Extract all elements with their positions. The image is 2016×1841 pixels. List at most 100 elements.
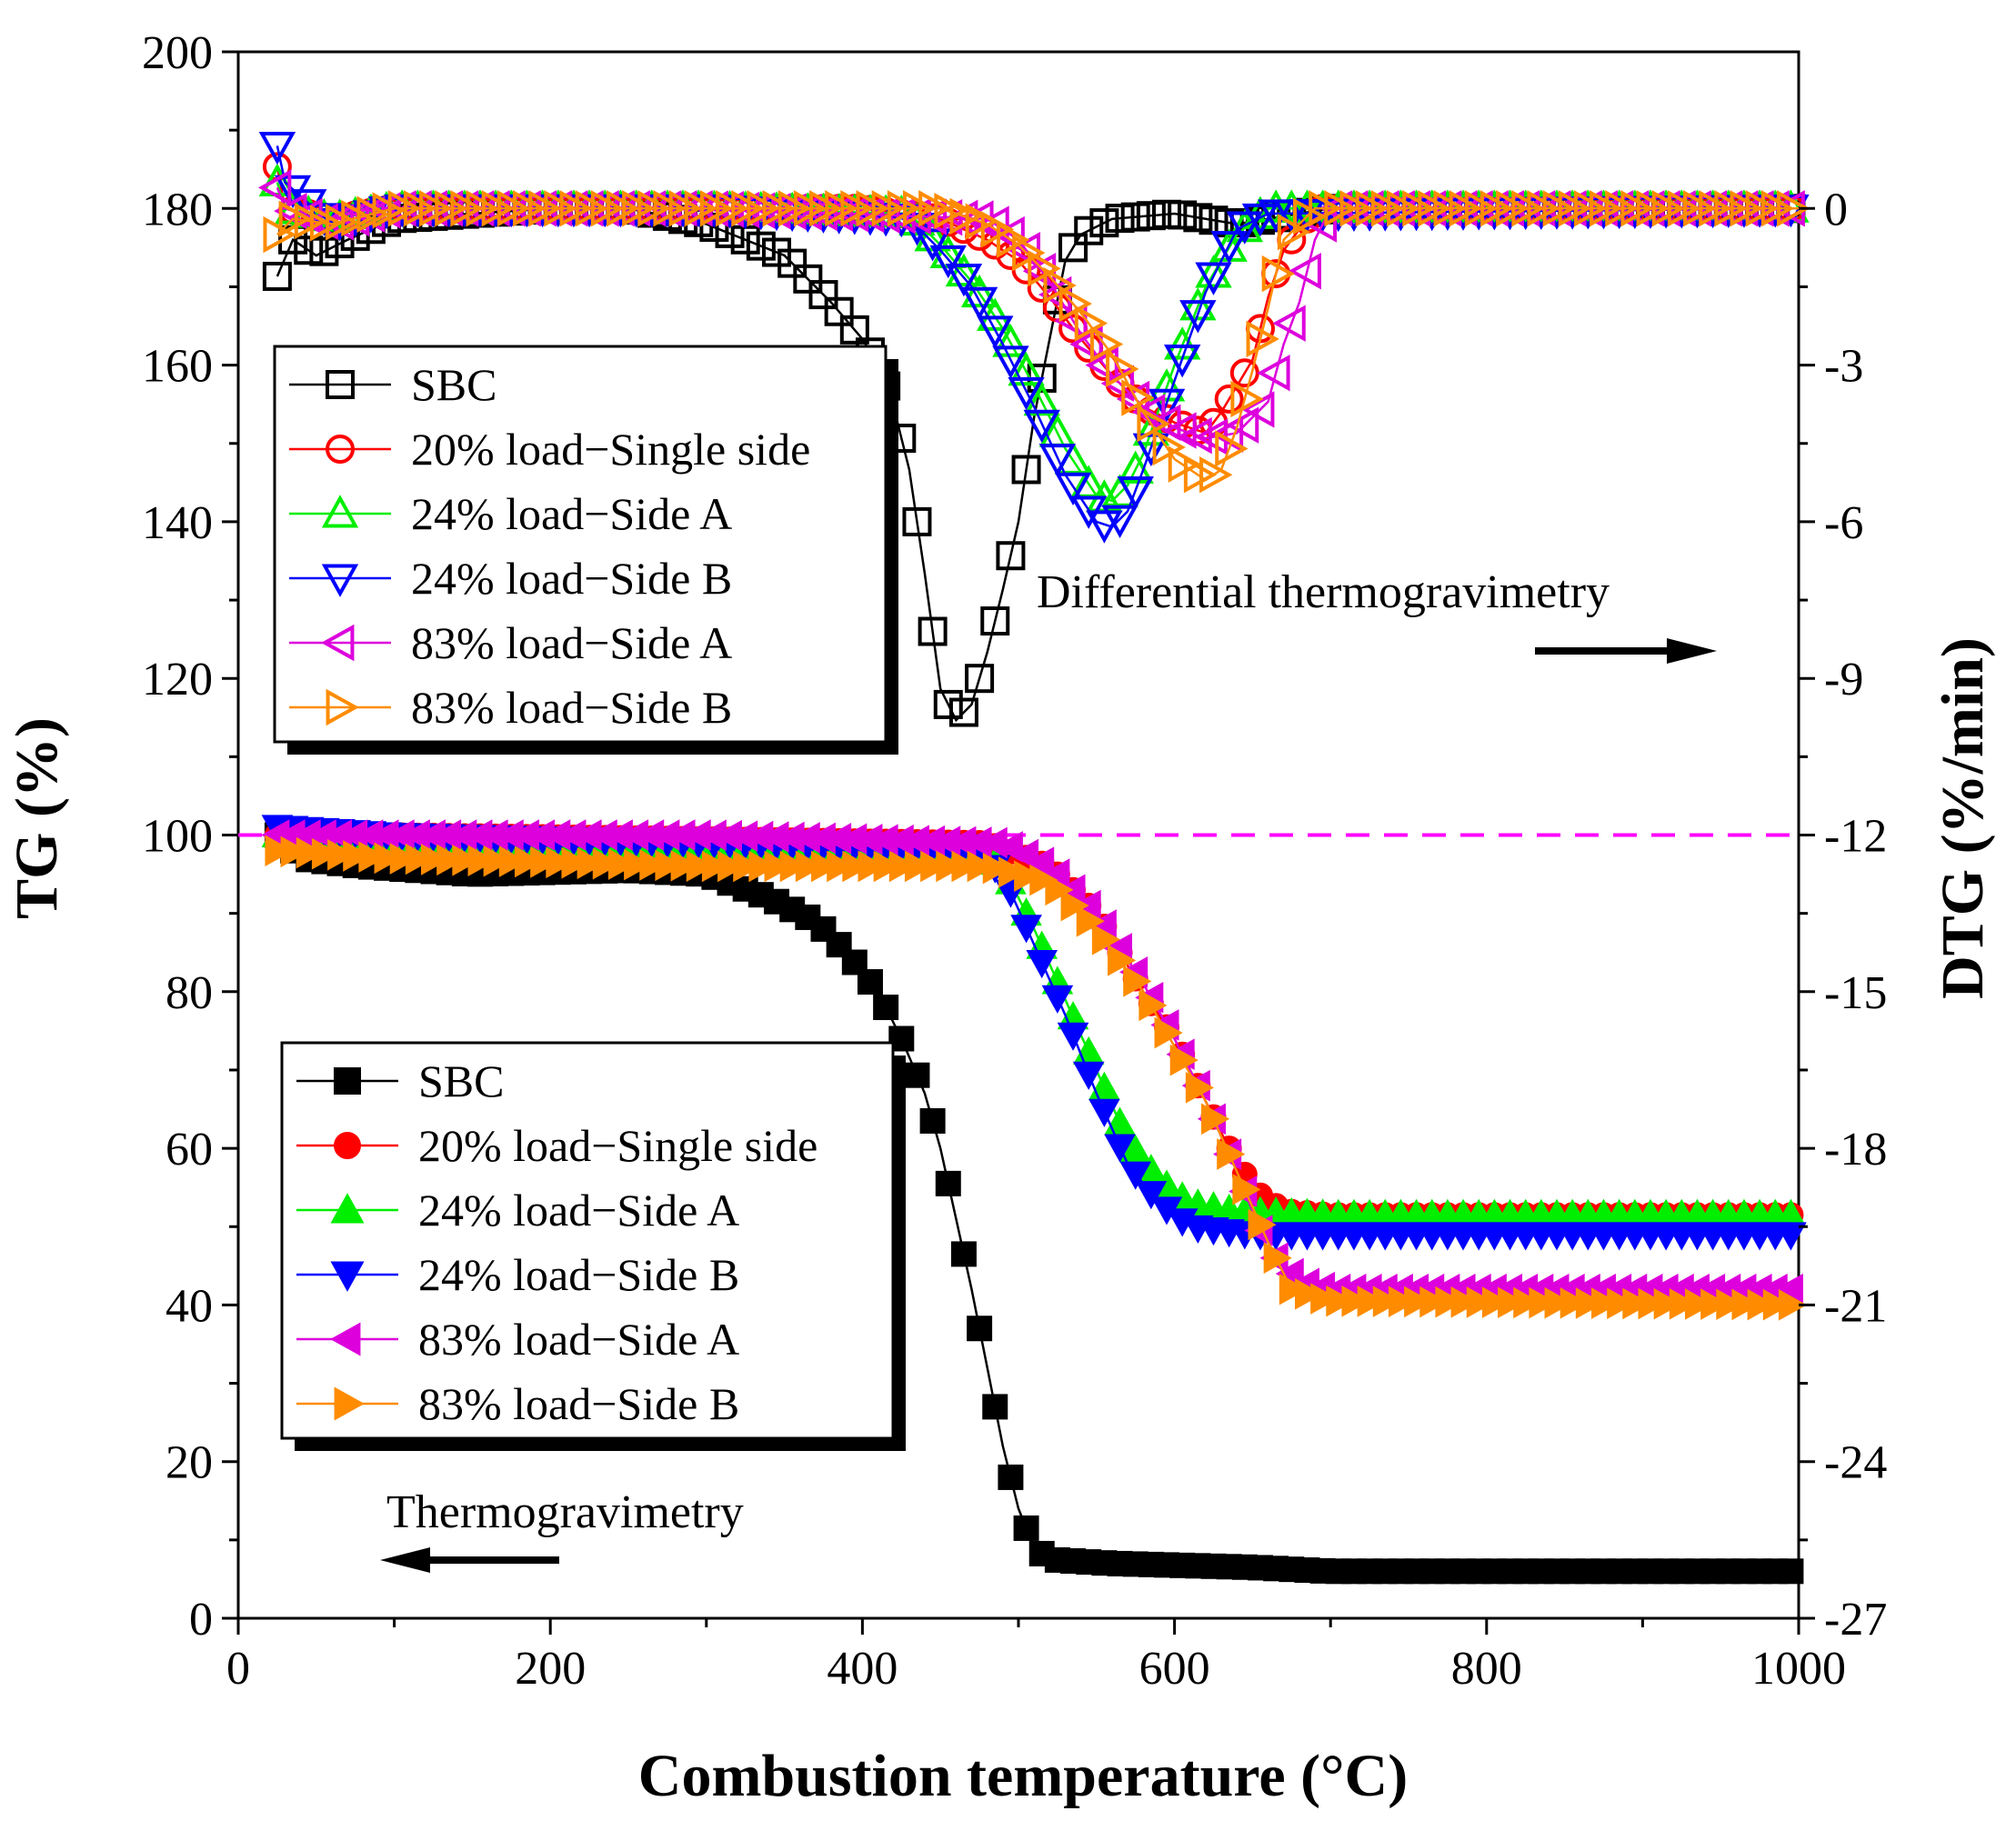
legend-tg-marker-2: [330, 1193, 365, 1224]
tg-series-3-marker: [1010, 915, 1042, 944]
dtg-series-5-marker: [356, 195, 390, 233]
tg-series-5-marker: [1466, 1286, 1495, 1318]
dtg-series-5-marker: [1699, 190, 1732, 227]
dtg-series-5-marker: [1464, 190, 1499, 227]
y-right-tick-label-0: 0: [1824, 184, 1848, 235]
dtg-series-0-marker: [1058, 233, 1088, 263]
dtg-series-4-marker: [976, 205, 1009, 243]
tg-series-5-marker: [1513, 1286, 1542, 1319]
dtg-series-0-marker: [1136, 201, 1166, 231]
y-left-tick-label-80: 80: [165, 967, 213, 1019]
dtg-series-4-marker: [257, 169, 292, 206]
tg-series-5-marker: [888, 850, 918, 883]
tg-series-5-marker: [561, 846, 590, 879]
tg-series-5-marker: [327, 839, 356, 871]
dtg-series-3-marker: [945, 263, 983, 297]
legend-dtg-marker-0: [326, 370, 355, 399]
legend-dtg-marker-3: [321, 564, 359, 597]
dtg-series-5-marker: [903, 190, 937, 227]
tg-series-5-marker: [530, 846, 559, 878]
tg-series-0-marker: [857, 969, 883, 996]
dtg-series-5-marker: [372, 192, 406, 229]
dtg-series-0-marker: [933, 689, 963, 719]
tg-series-5-marker: [686, 850, 715, 883]
dtg-series-5-marker: [637, 190, 671, 227]
x-tick-label-0: 0: [226, 1643, 250, 1695]
tg-series-5-marker: [1169, 1044, 1199, 1076]
y-right-tick-label--6: -6: [1824, 497, 1863, 549]
dtg-series-5-marker: [403, 190, 437, 227]
dtg-series-5-marker: [341, 199, 375, 237]
dtg-series-2-marker: [960, 274, 998, 308]
dtg-series-5-marker: [1261, 255, 1296, 293]
dtg-series-0-marker: [1120, 202, 1150, 232]
dtg-series-group: [257, 131, 1810, 727]
tg-series-5-marker: [717, 850, 747, 883]
dtg-series-5-marker: [528, 190, 562, 227]
dtg-series-5-marker: [513, 190, 547, 227]
dtg-series-5-marker: [1745, 190, 1780, 227]
dtg-series-5-marker: [1760, 190, 1795, 227]
dtg-series-0-marker: [1074, 215, 1104, 245]
dtg-series-5-marker: [996, 221, 1030, 258]
arrow-right-head: [1667, 638, 1717, 664]
tg-series-3-marker: [1775, 1222, 1807, 1251]
dtg-series-2-marker: [1148, 368, 1186, 402]
dtg-series-2-marker: [945, 253, 983, 287]
tg-series-5-marker: [343, 840, 372, 872]
dtg-series-5-marker: [1620, 190, 1654, 227]
dtg-series-4-marker: [1257, 355, 1290, 392]
y-left-tick-label-120: 120: [142, 654, 213, 705]
dtg-series-5-marker: [544, 190, 577, 227]
dtg-series-4-marker: [1209, 415, 1244, 453]
dtg-series-4-marker: [804, 194, 837, 232]
dtg-series-3-marker: [258, 131, 296, 165]
dtg-series-5-marker: [1651, 190, 1686, 227]
tg-series-5-marker: [1357, 1286, 1386, 1317]
tg-series-5-marker: [296, 836, 325, 869]
annotation-dtg-text: Differential thermogravimetry: [1037, 566, 1610, 618]
tg-series-3-marker: [1041, 985, 1074, 1014]
tg-series-5-marker: [1419, 1286, 1449, 1318]
tg-series-5-marker: [1638, 1287, 1667, 1320]
dtg-series-5-marker: [263, 215, 296, 254]
dtg-series-5-marker: [809, 190, 843, 227]
legend-dtg-label-4: 83% load−Side A: [411, 617, 732, 668]
tg-series-5-marker: [514, 845, 544, 878]
dtg-series-0-marker: [1152, 199, 1182, 229]
y-right-tick-label--27: -27: [1824, 1594, 1887, 1646]
dtg-series-5-marker: [653, 190, 687, 227]
tg-series-5-marker: [1138, 989, 1168, 1022]
dtg-series-5-marker: [435, 190, 468, 227]
tg-series-5-marker: [265, 835, 294, 867]
tg-series-5-marker: [858, 850, 887, 883]
y-right-tick-label--9: -9: [1824, 654, 1863, 705]
dtg-series-5-marker: [1293, 197, 1327, 235]
dtg-series-5-marker: [668, 190, 702, 227]
dtg-series-5-marker: [684, 190, 718, 227]
tg-series-5-marker: [577, 847, 606, 880]
dtg-series-0-marker: [1168, 200, 1198, 230]
dtg-series-5-marker: [1433, 190, 1467, 227]
dtg-series-5-marker: [1012, 234, 1046, 272]
tg-series-5-marker: [1575, 1287, 1604, 1319]
tg-series-5-marker: [1684, 1288, 1714, 1320]
legends: SBC 20% load−Single side 24% load−Side A 24…: [273, 345, 906, 1451]
dtg-series-5-marker: [731, 190, 765, 227]
dtg-series-3-marker: [1008, 376, 1045, 411]
tg-series-5-marker: [389, 843, 418, 875]
legend-dtg-marker-4: [321, 624, 355, 662]
y-right-tick-label--18: -18: [1824, 1124, 1887, 1176]
dtg-series-5-marker: [980, 211, 1015, 248]
dtg-series-5-marker: [934, 192, 968, 230]
dtg-series-5-marker: [777, 190, 812, 227]
dtg-series-0-marker: [996, 541, 1026, 571]
y-left-tick-label-160: 160: [142, 341, 213, 393]
dtg-series-5-marker: [1215, 430, 1249, 467]
dtg-series-5-marker: [949, 197, 983, 235]
tg-series-5-marker: [1294, 1278, 1324, 1310]
dtg-series-0-marker: [948, 697, 978, 727]
tg-series-5-marker: [639, 849, 668, 881]
legend-dtg-label-1: 20% load−Single side: [411, 424, 810, 475]
